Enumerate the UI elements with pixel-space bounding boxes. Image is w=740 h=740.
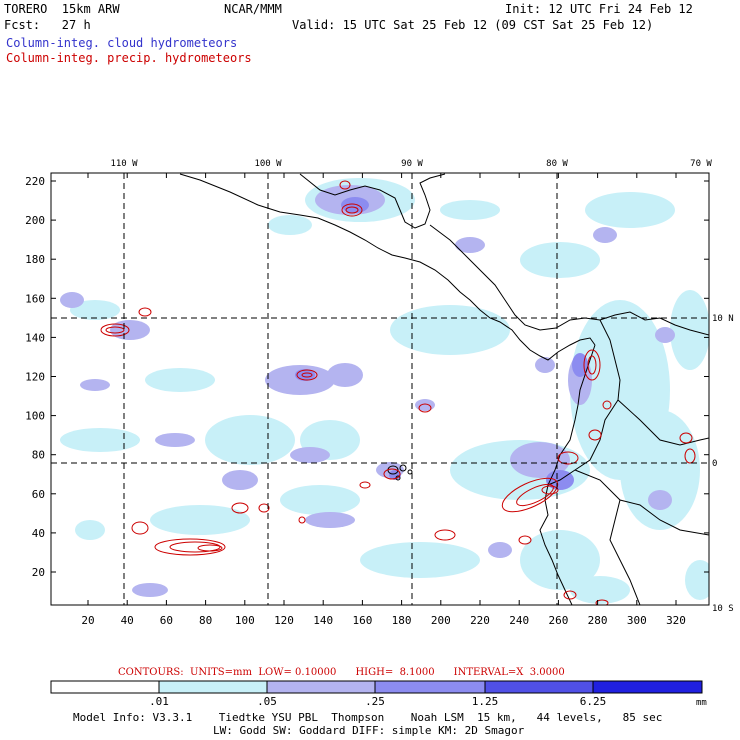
y-label-140: 140 [25,331,45,344]
coastlines [179,173,709,605]
x-label-280: 280 [588,614,608,627]
y-tick-marks [51,180,709,573]
init-time: Init: 12 UTC Fri 24 Feb 12 [505,2,693,16]
x-label-220: 220 [470,614,490,627]
x-label-260: 260 [548,614,568,627]
y-label-120: 120 [25,371,45,384]
latlon-grid [51,173,709,605]
y-label-40: 40 [32,527,45,540]
plot-frame [50,172,710,606]
lon-label: 70 W [690,159,712,169]
lat-label: 10 N [712,314,734,324]
y-label-80: 80 [32,449,45,462]
lat-label: 0 [712,459,717,469]
top-lon-labels: 110 W 100 W 90 W 80 W 70 W [110,159,712,169]
colorbar-label: .05 [257,695,277,708]
cloud-shading [60,178,709,604]
colorbar-unit: mm [696,698,707,708]
cloud-legend-line: Column-integ. cloud hydrometeors [6,36,238,50]
x-label-60: 60 [160,614,173,627]
y-label-180: 180 [25,253,45,266]
x-label-320: 320 [666,614,686,627]
contour-info: CONTOURS: UNITS=mm LOW= 0.10000 HIGH= 8.… [118,667,565,678]
lat-label: 10 S [712,604,734,614]
colorbar-labels: .01 .05 .25 1.25 6.25 [149,695,606,708]
colorbar [50,680,703,694]
y-label-100: 100 [25,410,45,423]
precip-legend-line: Column-integ. precip. hydrometeors [6,51,252,65]
x-label-160: 160 [352,614,372,627]
right-lat-labels: 10 N 0 10 S [712,314,734,614]
y-label-200: 200 [25,214,45,227]
forecast-hour: Fcst: 27 h [4,18,91,32]
x-axis-labels: 20 40 60 80 100 120 140 160 180 200 220 240 260 280 30… [81,614,686,627]
lon-label: 110 W [110,159,138,169]
colorbar-label: .01 [149,695,169,708]
model-title: TORERO 15km ARW [4,2,120,16]
colorbar-label: 6.25 [580,695,607,708]
x-label-200: 200 [431,614,451,627]
y-axis-labels: 220 200 180 160 140 120 100 80 60 40 20 [25,175,45,579]
x-label-40: 40 [121,614,134,627]
x-label-20: 20 [81,614,94,627]
precip-contours [100,180,696,605]
x-label-180: 180 [392,614,412,627]
x-label-300: 300 [627,614,647,627]
colorbar-label: 1.25 [472,695,499,708]
colorbar-label: .25 [365,695,385,708]
model-info-line2: LW: Godd SW: Goddard DIFF: simple KM: 2D… [213,724,525,737]
lon-label: 80 W [546,159,568,169]
x-label-140: 140 [313,614,333,627]
y-label-60: 60 [32,488,45,501]
center-name: NCAR/MMM [224,2,282,16]
lon-label: 90 W [401,159,423,169]
x-label-100: 100 [235,614,255,627]
y-label-160: 160 [25,292,45,305]
x-label-120: 120 [274,614,294,627]
valid-time: Valid: 15 UTC Sat 25 Feb 12 (09 CST Sat … [292,18,654,32]
y-label-20: 20 [32,566,45,579]
x-label-80: 80 [199,614,212,627]
x-tick-marks [87,173,677,605]
lon-label: 100 W [254,159,282,169]
x-label-240: 240 [509,614,529,627]
model-info-line1: Model Info: V3.3.1 Tiedtke YSU PBL Thomp… [73,711,663,724]
y-label-220: 220 [25,175,45,188]
